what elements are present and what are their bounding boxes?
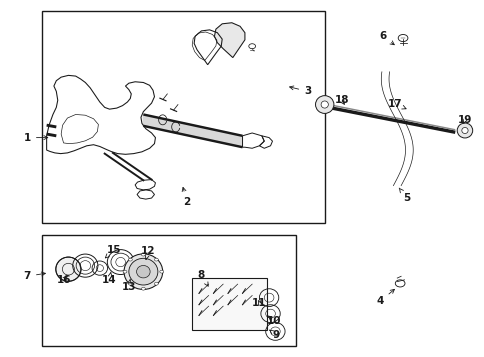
Ellipse shape: [129, 258, 158, 285]
Ellipse shape: [124, 254, 162, 290]
Bar: [191, 278, 266, 330]
Text: 3: 3: [289, 86, 311, 96]
Text: 10: 10: [266, 316, 281, 326]
Bar: [42, 11, 324, 223]
Text: 13: 13: [121, 279, 136, 292]
Circle shape: [154, 282, 158, 285]
Text: 2: 2: [182, 187, 190, 207]
Polygon shape: [214, 23, 244, 57]
Circle shape: [128, 282, 132, 285]
Text: 1: 1: [24, 132, 47, 142]
Text: 16: 16: [56, 275, 71, 285]
Text: 18: 18: [333, 95, 348, 105]
Text: 7: 7: [24, 271, 45, 281]
Circle shape: [141, 253, 145, 256]
Circle shape: [123, 270, 127, 273]
Circle shape: [159, 270, 163, 273]
Text: 9: 9: [269, 330, 279, 340]
Circle shape: [154, 258, 158, 261]
Ellipse shape: [136, 266, 150, 278]
Circle shape: [141, 287, 145, 290]
Text: 12: 12: [141, 246, 155, 260]
Text: 6: 6: [378, 31, 393, 45]
Text: 14: 14: [102, 272, 117, 285]
Circle shape: [128, 258, 132, 261]
Text: 5: 5: [398, 188, 410, 203]
Ellipse shape: [320, 101, 328, 108]
Text: 8: 8: [197, 270, 208, 286]
Text: 17: 17: [387, 99, 405, 109]
Polygon shape: [143, 115, 242, 147]
Text: 11: 11: [252, 298, 266, 308]
Ellipse shape: [456, 123, 472, 138]
Ellipse shape: [56, 257, 81, 281]
Ellipse shape: [315, 96, 333, 114]
Bar: [42, 235, 295, 346]
Text: 15: 15: [105, 245, 121, 258]
Text: 19: 19: [457, 115, 471, 125]
Ellipse shape: [461, 127, 467, 134]
Text: 4: 4: [376, 289, 393, 306]
